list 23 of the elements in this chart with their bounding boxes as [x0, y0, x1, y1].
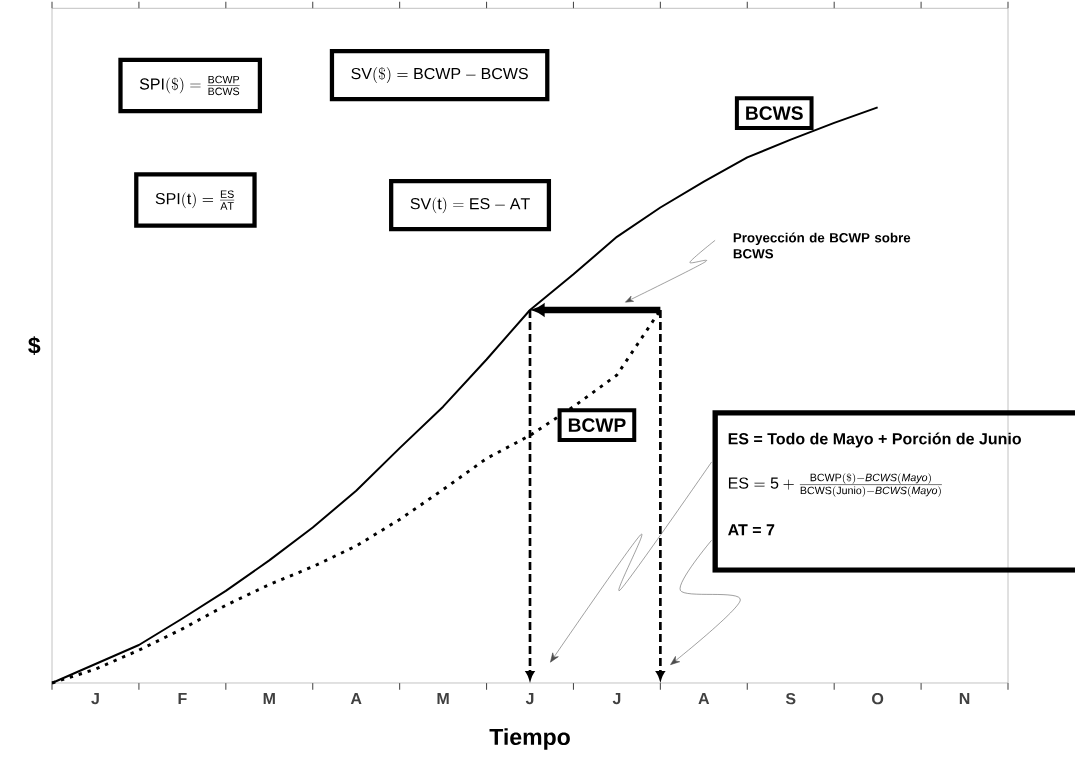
text: $\mathrm{SPI(\$)=\frac{BCWP}{BCWS}}$: [139, 75, 240, 96]
x-tick-label: S: [785, 693, 796, 705]
x-tick-label: F: [178, 693, 187, 705]
series-label: BCWS: [746, 106, 803, 120]
x-tick-label: M: [437, 693, 449, 705]
annotation: Proyección de BCWP sobre BCWS: [733, 232, 911, 259]
y-axis-title: $: [28, 336, 41, 356]
series-label: BCWP: [568, 418, 626, 432]
annotation: $\mathrm{ES = 5 + \frac{BCWP(\$)-\mathit{BCWS(Mayo)}}{BCWS(Junio)-\mathit{BCWS(Mayo)}}}$: [728, 473, 942, 497]
x-tick-label: A: [698, 693, 710, 705]
annotation: $\mathrm{SPI(t)=\frac{ES}{AT}}$: [155, 190, 235, 210]
text: $\mathrm{SV(\$)=BCWP-BCWS}$: [351, 67, 528, 84]
annotation: ES = Todo de Mayo + Porción de Junio: [728, 432, 1021, 448]
x-tick-label: J: [525, 693, 534, 705]
x-tick-label: O: [872, 693, 884, 705]
x-tick-label: N: [959, 693, 970, 705]
annotation: AT = 7: [728, 524, 775, 536]
annotation: $\mathrm{SV(t)=ES-AT}$: [410, 197, 530, 214]
x-tick-label: A: [350, 693, 362, 705]
x-axis-title: Tiempo: [489, 728, 570, 750]
x-tick-label: J: [91, 693, 99, 705]
x-tick-label: M: [263, 693, 275, 705]
x-tick-label: J: [612, 693, 621, 705]
